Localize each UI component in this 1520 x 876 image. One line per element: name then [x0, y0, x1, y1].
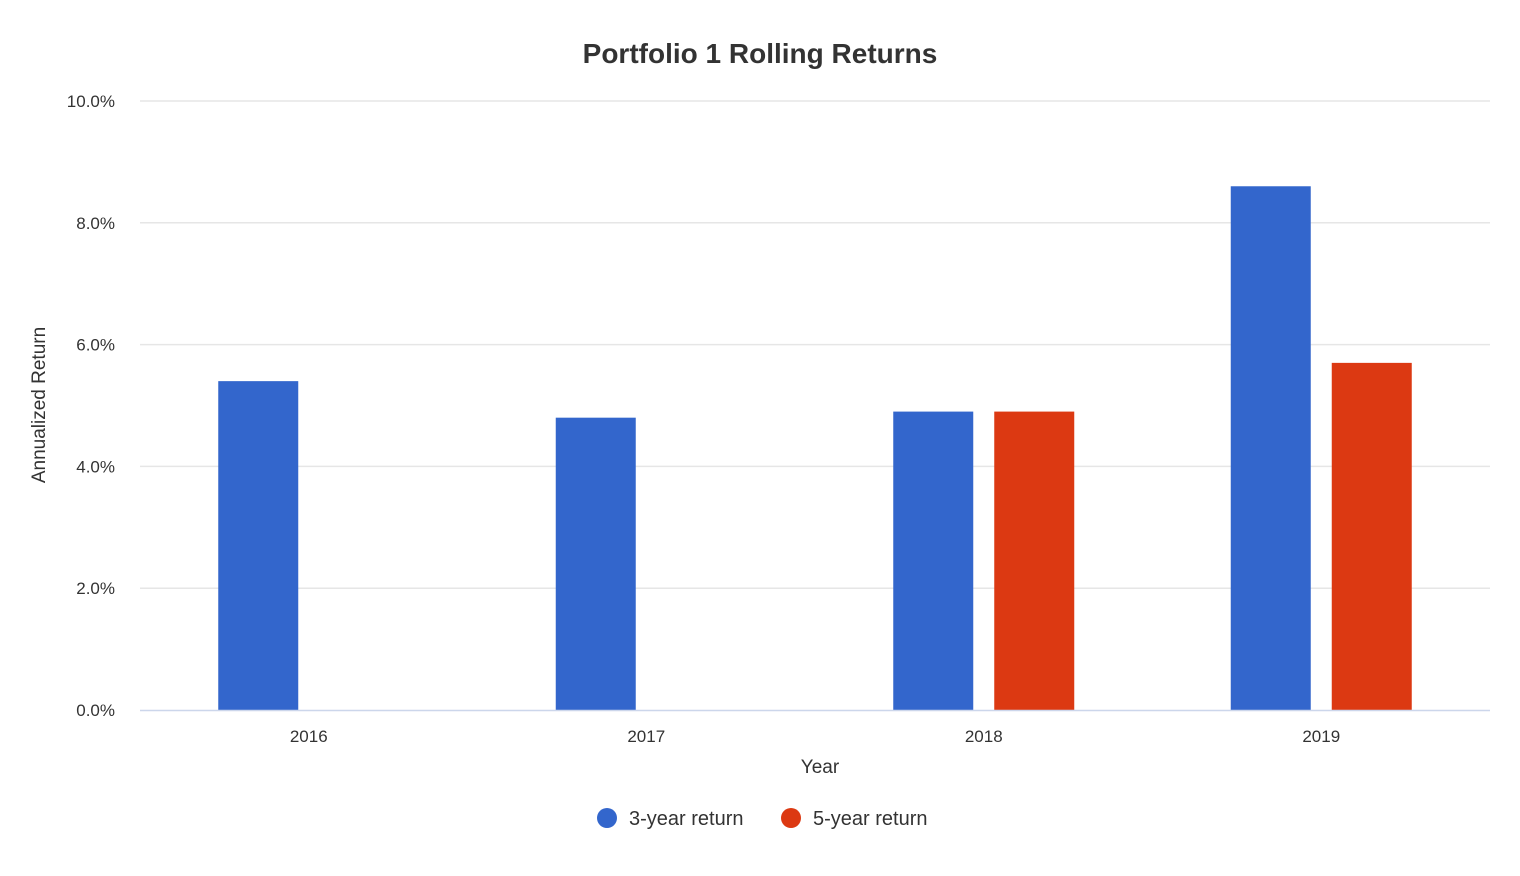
- legend: 3-year return 5-year return: [597, 808, 928, 830]
- bars: [218, 186, 1412, 710]
- x-tick-label: 2017: [627, 727, 665, 746]
- legend-marker: [597, 808, 617, 828]
- chart-title: Portfolio 1 Rolling Returns: [583, 38, 938, 69]
- x-axis-tick-labels: 2016 2017 2018 2019: [290, 727, 1340, 746]
- y-tick-label: 0.0%: [76, 701, 115, 720]
- y-axis-title: Annualized Return: [29, 327, 50, 483]
- legend-label: 3-year return: [629, 808, 744, 830]
- bar-5-year-return-2019: [1331, 362, 1412, 710]
- y-tick-label: 8.0%: [76, 214, 115, 233]
- x-tick-label: 2019: [1302, 727, 1340, 746]
- x-tick-label: 2018: [965, 727, 1003, 746]
- bar-3-year-return-2018: [893, 411, 974, 710]
- y-axis-tick-labels: 0.0% 2.0% 4.0% 6.0% 8.0% 10.0%: [67, 92, 115, 720]
- x-axis-title: Year: [801, 757, 840, 778]
- y-tick-label: 2.0%: [76, 579, 115, 598]
- legend-marker: [781, 808, 801, 828]
- bar-3-year-return-2017: [555, 417, 636, 710]
- bar-3-year-return-2016: [218, 381, 299, 710]
- bar-5-year-return-2018: [994, 411, 1075, 710]
- y-tick-label: 4.0%: [76, 457, 115, 476]
- bar-3-year-return-2019: [1230, 186, 1311, 710]
- y-tick-label: 10.0%: [67, 92, 115, 111]
- y-tick-label: 6.0%: [76, 336, 115, 355]
- x-tick-label: 2016: [290, 727, 328, 746]
- legend-label: 5-year return: [813, 808, 928, 830]
